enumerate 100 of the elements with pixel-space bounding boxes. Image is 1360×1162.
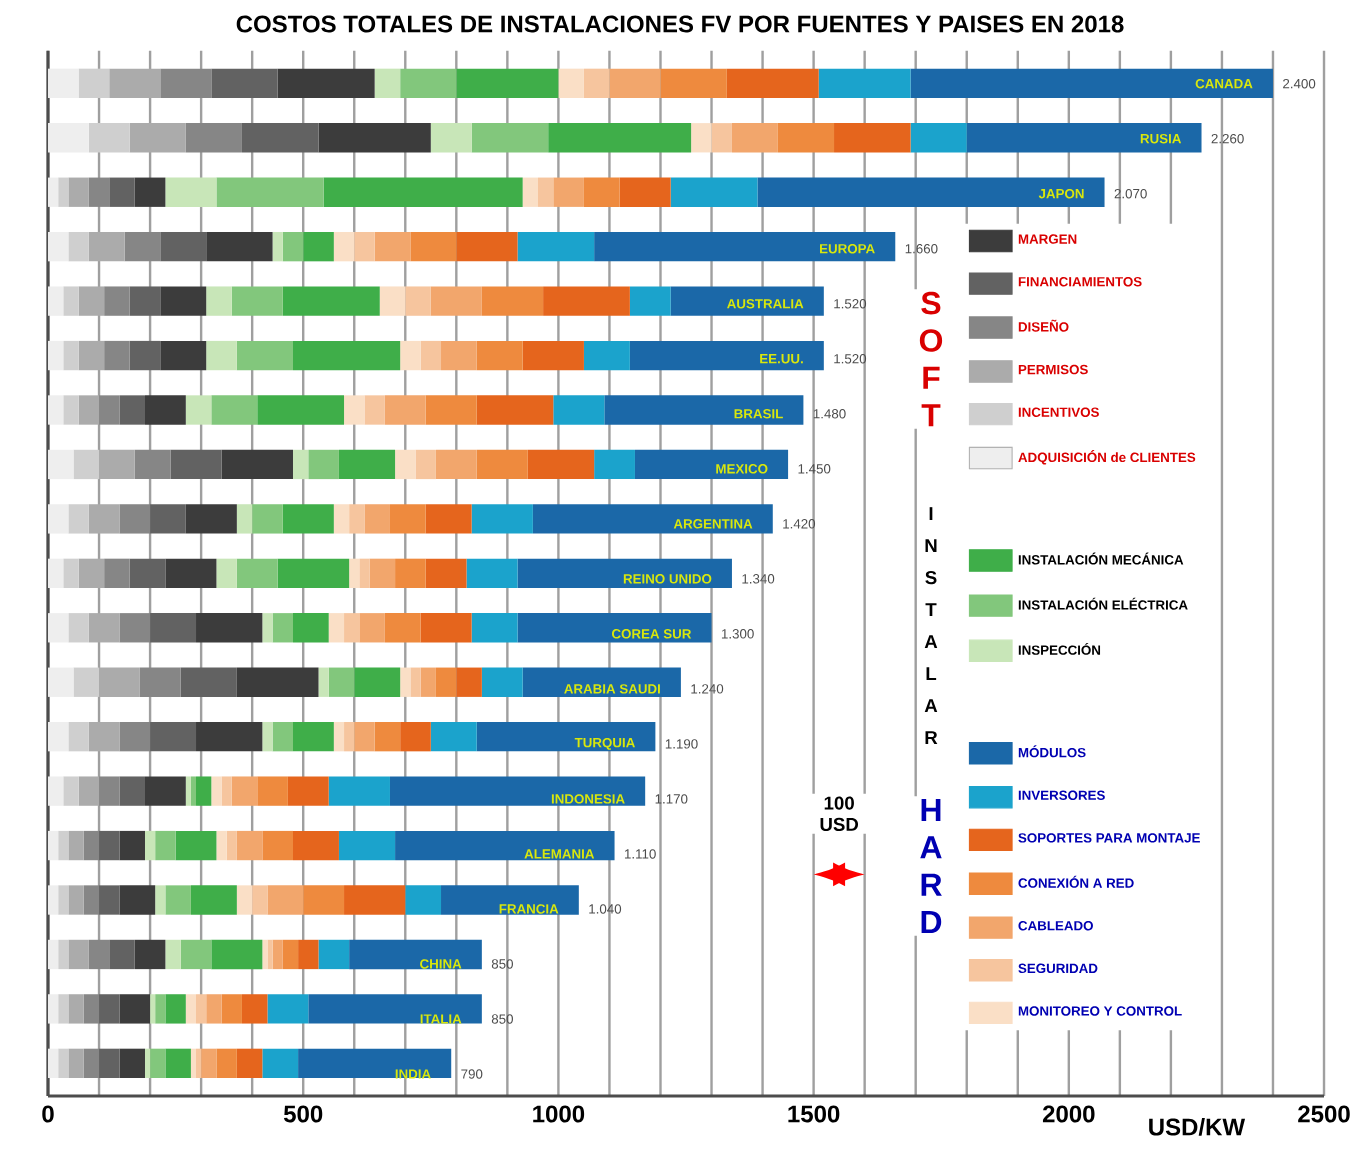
bar — [257, 395, 345, 425]
bar — [63, 776, 79, 806]
bar — [109, 68, 161, 98]
bar — [68, 177, 89, 207]
bar — [134, 449, 171, 480]
bar — [344, 395, 365, 425]
bar — [48, 558, 64, 589]
bar — [88, 504, 120, 534]
bar — [435, 449, 477, 480]
bar — [236, 830, 263, 861]
bar — [333, 232, 355, 262]
bar — [88, 177, 110, 207]
bar — [124, 232, 161, 262]
bar — [196, 722, 263, 752]
bar — [109, 939, 135, 970]
bar — [63, 395, 79, 425]
bar — [119, 830, 145, 861]
bar — [99, 395, 120, 425]
bar — [318, 939, 350, 970]
bar — [349, 558, 360, 589]
x-tick-label: 2500 — [1298, 1105, 1350, 1123]
bar — [144, 1048, 151, 1079]
bar — [58, 177, 69, 207]
bar — [344, 722, 355, 752]
bar — [165, 939, 181, 970]
bar — [68, 1048, 84, 1079]
bar — [441, 340, 477, 371]
bar — [48, 885, 59, 915]
bar — [231, 286, 283, 316]
bar — [78, 395, 100, 425]
bar — [165, 558, 217, 589]
chart-title: COSTOS TOTALES DE INSTALACIONES FV POR FUENTES Y PAISES EN 2018 — [236, 15, 1124, 33]
bar — [400, 68, 457, 98]
bar — [88, 232, 125, 262]
bar — [231, 776, 258, 806]
bar — [78, 776, 100, 806]
bar — [262, 939, 268, 970]
bar — [144, 776, 186, 806]
bar — [236, 504, 253, 534]
bar — [405, 286, 431, 316]
bar — [298, 939, 319, 970]
bar — [99, 830, 120, 861]
bar — [272, 613, 293, 643]
bar — [777, 123, 835, 153]
bar — [68, 722, 89, 752]
bar — [277, 68, 375, 98]
bar — [73, 667, 100, 697]
bar — [298, 1048, 452, 1079]
x-tick-label: 500 — [283, 1105, 323, 1123]
bar — [196, 994, 207, 1024]
bar — [257, 776, 288, 806]
bar — [78, 340, 105, 371]
bar — [476, 340, 523, 371]
bar — [129, 558, 166, 589]
bar — [267, 994, 309, 1024]
bar — [517, 232, 595, 262]
bar — [333, 504, 350, 534]
bar — [48, 449, 74, 480]
bar — [150, 1048, 166, 1079]
bar — [216, 1048, 237, 1079]
bar — [190, 885, 237, 915]
bar — [99, 885, 120, 915]
bar — [221, 449, 293, 480]
bar — [405, 885, 442, 915]
bar — [262, 722, 273, 752]
bar — [359, 613, 385, 643]
bar — [292, 340, 401, 371]
bar — [430, 722, 477, 752]
bar — [78, 558, 105, 589]
bar — [68, 830, 84, 861]
bar — [185, 776, 191, 806]
bar — [328, 613, 345, 643]
bar — [282, 939, 299, 970]
x-tick-label: 1500 — [788, 1105, 840, 1123]
bar — [129, 286, 161, 316]
bar — [471, 123, 549, 153]
bar — [466, 558, 518, 589]
bar — [252, 885, 268, 915]
bar — [344, 613, 360, 643]
bar — [456, 68, 559, 98]
bar — [425, 395, 477, 425]
bar — [481, 667, 523, 697]
bar — [88, 613, 120, 643]
bar — [236, 667, 319, 697]
bar — [359, 558, 370, 589]
bar — [83, 830, 100, 861]
bar — [604, 395, 804, 425]
bar — [216, 830, 227, 861]
bar — [374, 68, 401, 98]
bar — [435, 667, 457, 697]
bar — [476, 395, 554, 425]
bar — [48, 68, 79, 98]
bar — [522, 177, 538, 207]
bar — [292, 722, 334, 752]
bar — [211, 68, 278, 98]
bar — [58, 994, 69, 1024]
bar — [226, 830, 237, 861]
bar — [160, 286, 207, 316]
bar — [150, 613, 197, 643]
bar — [323, 177, 523, 207]
